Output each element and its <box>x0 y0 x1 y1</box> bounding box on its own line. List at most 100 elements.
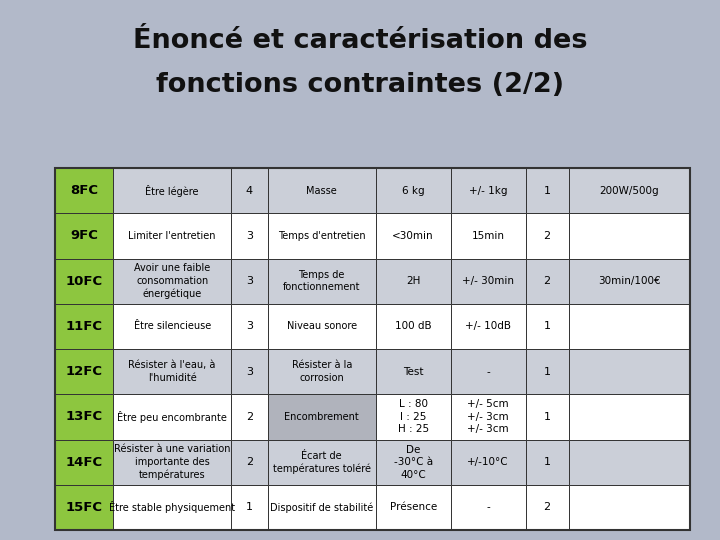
Text: L : 80
l : 25
H : 25: L : 80 l : 25 H : 25 <box>397 400 428 434</box>
Text: 2: 2 <box>246 457 253 467</box>
Text: +/- 1kg: +/- 1kg <box>469 186 508 195</box>
Text: Limiter l'entretien: Limiter l'entretien <box>128 231 216 241</box>
Bar <box>114 394 231 440</box>
Bar <box>569 303 690 349</box>
Text: +/- 5cm
+/- 3cm
+/- 3cm: +/- 5cm +/- 3cm +/- 3cm <box>467 400 509 434</box>
Text: 11FC: 11FC <box>66 320 103 333</box>
Bar <box>376 303 451 349</box>
Bar <box>451 168 526 213</box>
Text: 2: 2 <box>544 231 551 241</box>
Text: 15min: 15min <box>472 231 505 241</box>
Bar <box>569 213 690 259</box>
Text: 200W/500g: 200W/500g <box>600 186 660 195</box>
Bar <box>55 168 690 530</box>
Text: Résister à une variation
importante des
températures: Résister à une variation importante des … <box>114 444 230 480</box>
Bar <box>569 485 690 530</box>
Text: 30min/100€: 30min/100€ <box>598 276 661 286</box>
Text: Test: Test <box>403 367 423 376</box>
Bar <box>268 485 376 530</box>
Text: +/-10°C: +/-10°C <box>467 457 509 467</box>
Text: 1: 1 <box>544 457 551 467</box>
Text: 2: 2 <box>246 412 253 422</box>
Bar <box>231 303 268 349</box>
Bar <box>268 213 376 259</box>
Text: Écart de
températures toléré: Écart de températures toléré <box>273 450 371 474</box>
Bar <box>55 213 114 259</box>
Text: Encombrement: Encombrement <box>284 412 359 422</box>
Text: Dispositif de stabilité: Dispositif de stabilité <box>270 502 374 512</box>
Bar <box>55 394 114 440</box>
Bar <box>231 213 268 259</box>
Bar <box>376 168 451 213</box>
Text: Niveau sonore: Niveau sonore <box>287 321 357 332</box>
Bar <box>451 213 526 259</box>
Bar <box>55 349 114 394</box>
Text: fonctions contraintes (2/2): fonctions contraintes (2/2) <box>156 72 564 98</box>
Text: <30min: <30min <box>392 231 434 241</box>
Text: Énoncé et caractérisation des: Énoncé et caractérisation des <box>132 28 588 54</box>
Bar <box>569 394 690 440</box>
Text: 1: 1 <box>544 412 551 422</box>
Text: 15FC: 15FC <box>66 501 103 514</box>
Bar <box>376 485 451 530</box>
Bar <box>526 259 569 303</box>
Text: 2: 2 <box>544 502 551 512</box>
Text: 3: 3 <box>246 276 253 286</box>
Bar <box>55 440 114 485</box>
Text: Résister à la
corrosion: Résister à la corrosion <box>292 360 352 383</box>
Text: +/- 30min: +/- 30min <box>462 276 514 286</box>
Bar <box>55 259 114 303</box>
Text: 1: 1 <box>246 502 253 512</box>
Bar <box>526 168 569 213</box>
Text: 2H: 2H <box>406 276 420 286</box>
Bar <box>231 394 268 440</box>
Bar <box>451 349 526 394</box>
Text: Être peu encombrante: Être peu encombrante <box>117 411 227 423</box>
Text: Être stable physiquement: Être stable physiquement <box>109 501 235 514</box>
Bar <box>114 440 231 485</box>
Bar <box>231 349 268 394</box>
Text: 6 kg: 6 kg <box>402 186 425 195</box>
Bar <box>114 485 231 530</box>
Bar <box>268 259 376 303</box>
Text: 9FC: 9FC <box>71 230 98 242</box>
Bar <box>114 213 231 259</box>
Bar <box>451 303 526 349</box>
Bar <box>114 259 231 303</box>
Bar <box>451 259 526 303</box>
Bar <box>231 259 268 303</box>
Text: -: - <box>486 367 490 376</box>
Bar <box>526 213 569 259</box>
Bar <box>231 440 268 485</box>
Text: Être silencieuse: Être silencieuse <box>133 321 211 332</box>
Text: Être légère: Être légère <box>145 185 199 197</box>
Text: 3: 3 <box>246 367 253 376</box>
Text: 2: 2 <box>544 276 551 286</box>
Bar <box>376 440 451 485</box>
Bar <box>376 394 451 440</box>
Bar <box>526 394 569 440</box>
Text: Présence: Présence <box>390 502 437 512</box>
Bar <box>569 349 690 394</box>
Bar <box>569 440 690 485</box>
Text: +/- 10dB: +/- 10dB <box>465 321 511 332</box>
Text: 13FC: 13FC <box>66 410 103 423</box>
Bar <box>55 168 114 213</box>
Bar <box>569 259 690 303</box>
Bar <box>526 440 569 485</box>
Text: 1: 1 <box>544 367 551 376</box>
Text: De
-30°C à
40°C: De -30°C à 40°C <box>394 445 433 480</box>
Text: 10FC: 10FC <box>66 275 103 288</box>
Text: 3: 3 <box>246 321 253 332</box>
Text: Avoir une faible
consommation
énergétique: Avoir une faible consommation énergétiqu… <box>134 264 210 299</box>
Text: 1: 1 <box>544 186 551 195</box>
Bar <box>268 394 376 440</box>
Bar <box>114 168 231 213</box>
Text: -: - <box>486 502 490 512</box>
Bar <box>231 168 268 213</box>
Text: 14FC: 14FC <box>66 456 103 469</box>
Bar <box>268 303 376 349</box>
Text: Masse: Masse <box>306 186 337 195</box>
Bar <box>451 485 526 530</box>
Text: Temps d'entretien: Temps d'entretien <box>278 231 366 241</box>
